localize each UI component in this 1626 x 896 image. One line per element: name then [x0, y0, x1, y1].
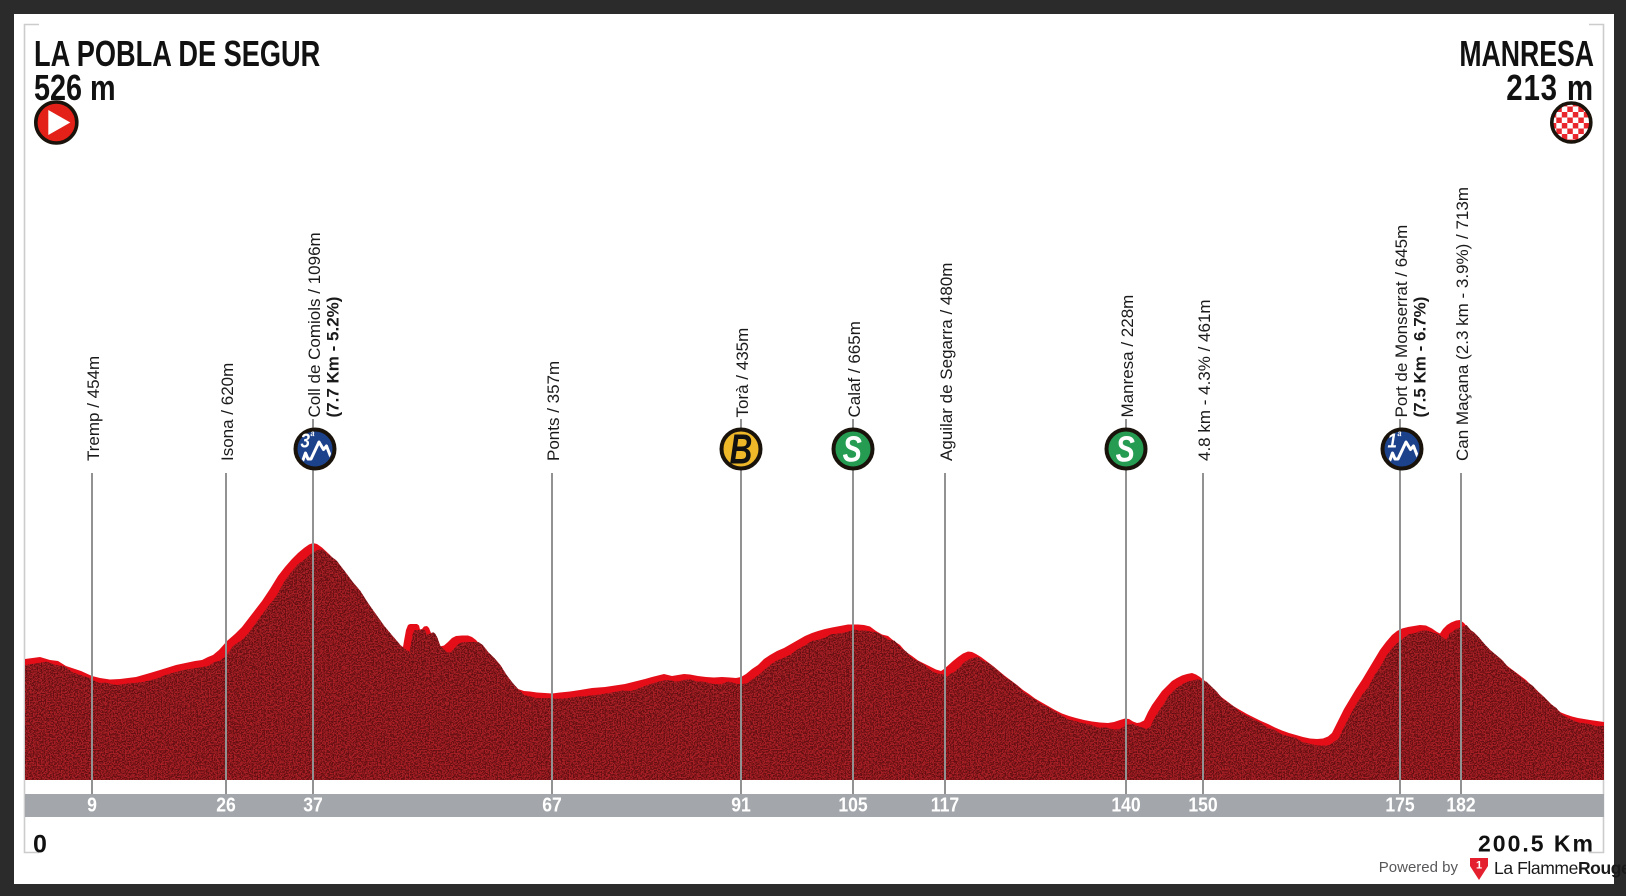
svg-text:LA POBLA DE SEGUR: LA POBLA DE SEGUR [34, 33, 320, 74]
svg-text:Powered by: Powered by [1379, 859, 1459, 876]
svg-text:Manresa / 228m: Manresa / 228m [1118, 295, 1137, 418]
svg-text:(7.5 Km - 6.7%): (7.5 Km - 6.7%) [1411, 297, 1430, 418]
svg-text:150: 150 [1188, 793, 1217, 815]
svg-text:(7.7 Km - 5.2%): (7.7 Km - 5.2%) [324, 297, 343, 418]
svg-text:Isona / 620m: Isona / 620m [218, 363, 237, 461]
svg-text:182: 182 [1446, 793, 1475, 815]
svg-text:Tremp / 454m: Tremp / 454m [84, 356, 103, 461]
svg-text:0: 0 [33, 831, 47, 859]
svg-text:37: 37 [303, 793, 323, 815]
svg-text:175: 175 [1385, 793, 1414, 815]
svg-text:1: 1 [1476, 860, 1482, 872]
svg-text:105: 105 [838, 793, 867, 815]
svg-text:La FlammeRouge: La FlammeRouge [1494, 858, 1626, 878]
svg-text:Can Maçana (2.3 km - 3.9%) / 7: Can Maçana (2.3 km - 3.9%) / 713m [1453, 187, 1472, 461]
svg-text:117: 117 [931, 793, 959, 815]
svg-text:4.8 km - 4.3% / 461m: 4.8 km - 4.3% / 461m [1195, 299, 1214, 461]
svg-text:Ponts / 357m: Ponts / 357m [544, 361, 563, 461]
svg-text:140: 140 [1111, 793, 1140, 815]
svg-text:67: 67 [542, 793, 562, 815]
svg-text:MANRESA: MANRESA [1459, 33, 1594, 74]
svg-text:526 m: 526 m [34, 67, 116, 108]
svg-text:Aguilar de Segarra / 480m: Aguilar de Segarra / 480m [937, 263, 956, 461]
svg-text:Calaf / 665m: Calaf / 665m [845, 321, 864, 417]
svg-text:Port de Monserrat / 645m: Port de Monserrat / 645m [1392, 225, 1411, 418]
svg-text:213 m: 213 m [1506, 67, 1594, 107]
svg-text:S: S [843, 428, 862, 469]
svg-text:Torà / 435m: Torà / 435m [733, 328, 752, 418]
svg-text:26: 26 [216, 793, 236, 815]
svg-text:B: B [730, 425, 753, 473]
svg-text:S: S [1116, 428, 1135, 469]
svg-text:200.5 Km: 200.5 Km [1478, 831, 1595, 857]
svg-text:Coll de Comiols / 1096m: Coll de Comiols / 1096m [305, 232, 324, 417]
svg-text:91: 91 [731, 793, 751, 815]
svg-text:9: 9 [87, 793, 97, 815]
